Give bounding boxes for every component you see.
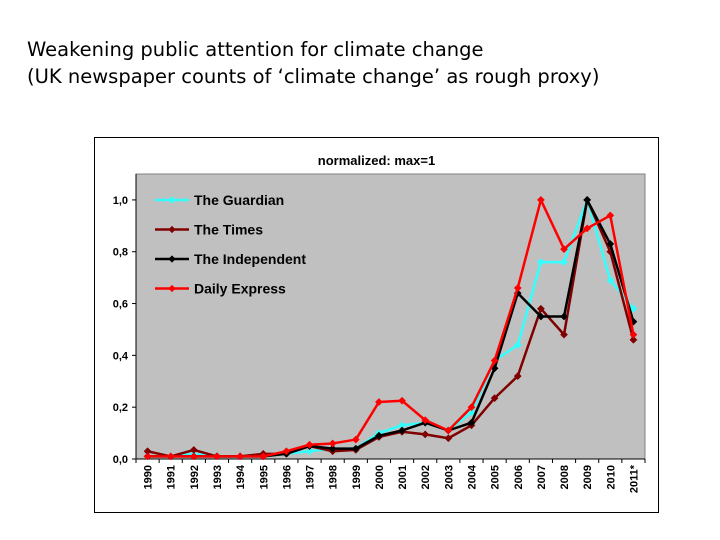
data-point [328, 444, 337, 453]
y-tick-label: 0,6 [113, 299, 128, 311]
legend-label: The Independent [194, 251, 306, 267]
data-point [536, 312, 545, 321]
legend-item: Daily Express [155, 281, 286, 297]
x-tick-label: 1997 [305, 465, 317, 489]
data-point [606, 276, 615, 285]
data-point [583, 195, 592, 204]
data-point [143, 452, 152, 461]
x-tick-label: 2004 [466, 464, 478, 489]
data-point [444, 426, 453, 435]
x-tick-label: 1994 [235, 464, 247, 489]
x-tick-label: 1992 [189, 465, 201, 489]
data-point [629, 330, 638, 339]
data-point [374, 431, 383, 440]
data-point [560, 245, 568, 254]
data-point [606, 211, 615, 220]
data-point [536, 304, 545, 313]
data-point [282, 447, 291, 456]
data-point [490, 356, 499, 365]
legend-item: The Independent [155, 251, 306, 267]
data-point [305, 447, 314, 456]
data-point [421, 430, 430, 439]
slide-title-line-1: Weakening public attention for climate c… [27, 38, 484, 61]
data-point [513, 341, 522, 349]
data-point [583, 224, 592, 233]
x-tick-label: 2006 [513, 465, 525, 489]
data-point [560, 258, 568, 267]
x-tick-label: 2002 [420, 465, 432, 489]
x-tick-label: 1991 [166, 465, 178, 489]
plot-area [135, 173, 646, 460]
x-tick-label: 1998 [328, 465, 340, 489]
data-point [398, 396, 407, 405]
data-point [398, 426, 407, 435]
legend-label: Daily Express [194, 281, 286, 297]
x-tick-label: 1999 [351, 465, 363, 489]
x-tick-label: 1996 [281, 465, 293, 489]
x-tick-label: 1990 [143, 465, 155, 489]
x-tick-label: 2003 [443, 465, 455, 489]
data-point [328, 439, 337, 448]
series-daily-express [143, 195, 638, 461]
data-point [236, 452, 245, 461]
data-point [421, 416, 430, 425]
x-tick-label: 2005 [490, 465, 502, 489]
slide-title: Weakening public attention for climate c… [27, 36, 707, 90]
data-point [513, 284, 522, 292]
x-tick-label: 2001 [397, 465, 409, 489]
y-tick-label: 1,0 [113, 195, 128, 207]
slide-title-line-2: (UK newspaper counts of ‘climate change’… [27, 65, 600, 88]
data-point [259, 452, 268, 461]
legend-swatch-marker [168, 196, 176, 204]
data-point [189, 452, 198, 461]
legend: The Guardian The Times The Independent Dail… [155, 192, 306, 297]
x-tick-label: 2010 [605, 465, 617, 489]
legend-swatch-marker [168, 225, 176, 234]
x-tick-label: 2000 [374, 465, 386, 489]
data-point [351, 435, 360, 444]
data-point [374, 398, 383, 406]
y-tick-label: 0,2 [113, 402, 128, 414]
x-tick-label: 1995 [258, 465, 270, 489]
data-point [305, 440, 314, 449]
x-tick-label: 2011* [628, 464, 640, 493]
legend-swatch-marker [168, 255, 176, 263]
data-point [536, 195, 545, 204]
data-point [490, 394, 499, 403]
legend-label: The Guardian [194, 192, 284, 208]
y-tick-label: 0,4 [113, 350, 129, 362]
series-lines [143, 195, 638, 461]
series-line [147, 198, 635, 458]
axes: 0,0 0,2 0,4 0,6 0,8 1,0 1990 1991 1992 1993 1994 19… [113, 174, 646, 493]
data-point [166, 452, 175, 461]
data-point [444, 434, 453, 443]
data-point [606, 240, 615, 248]
legend-swatch-marker [168, 284, 176, 293]
y-tick-label: 0,0 [113, 454, 128, 466]
x-tick-label: 2009 [582, 465, 594, 489]
x-tick-label: 2008 [559, 465, 571, 489]
data-point [629, 335, 638, 344]
data-point [560, 330, 568, 339]
data-point [536, 258, 545, 267]
data-point [213, 452, 221, 461]
legend-label: The Times [194, 222, 263, 238]
y-tick-label: 0,8 [113, 247, 128, 259]
data-point [467, 403, 476, 412]
legend-item: The Times [155, 222, 263, 238]
data-point [513, 372, 522, 381]
legend-item: The Guardian [155, 192, 284, 208]
data-point [351, 444, 360, 453]
data-point [629, 304, 638, 313]
x-tick-label: 2007 [536, 465, 548, 489]
data-point [560, 312, 568, 321]
data-point [467, 418, 476, 427]
x-tick-label: 1993 [212, 465, 224, 489]
chart-title: normalized: max=1 [318, 153, 435, 168]
